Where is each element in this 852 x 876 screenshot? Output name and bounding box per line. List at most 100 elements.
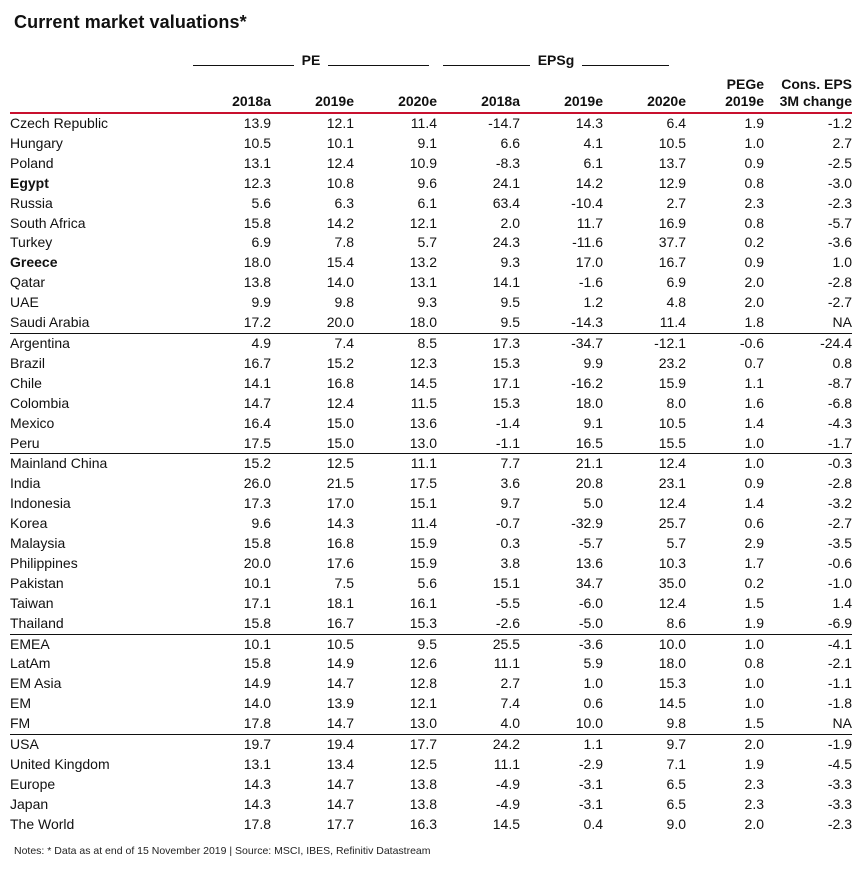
table-cell: 2.7 bbox=[666, 194, 686, 211]
row-label: USA bbox=[10, 734, 188, 755]
epsg-group-rule-right bbox=[582, 65, 670, 66]
table-cell: -1.4 bbox=[495, 414, 520, 431]
table-cell: 18.1 bbox=[326, 594, 354, 611]
table-cell: -4.9 bbox=[495, 775, 520, 792]
table-row: India 26.0 21.5 17.5 3.6 20.8 23.1 0.9 -2.8 bbox=[10, 474, 852, 494]
table-row: Chile 14.1 16.8 14.5 17.1 -16.2 15.9 1.1 -8.7 bbox=[10, 374, 852, 394]
table-cell: 9.5 bbox=[500, 314, 520, 331]
footnote: Notes: * Data as at end of 15 November 2… bbox=[14, 845, 431, 857]
table-row: USA 19.7 19.4 17.7 24.2 1.1 9.7 2.0 -1.9 bbox=[10, 734, 852, 755]
table-cell: -2.3 bbox=[827, 815, 852, 832]
table-cell: 10.1 bbox=[188, 633, 271, 655]
table-cell: 1.7 bbox=[744, 554, 764, 571]
table-cell: 6.9 bbox=[251, 234, 271, 251]
table-cell: -3.3 bbox=[827, 775, 852, 792]
table-cell: 17.3 bbox=[437, 332, 520, 354]
table-cell: 12.5 bbox=[271, 453, 354, 475]
table-row: Thailand 15.8 16.7 15.3 -2.6 -5.0 8.6 1.9 -6.9 bbox=[10, 614, 852, 634]
table-cell: -3.6 bbox=[827, 234, 852, 251]
row-label: South Africa bbox=[10, 214, 86, 231]
table-cell: 3.8 bbox=[500, 554, 520, 571]
row-label: Taiwan bbox=[10, 594, 54, 611]
table-cell: 1.1 bbox=[520, 734, 603, 755]
table-cell: 1.0 bbox=[744, 675, 764, 692]
table-cell: -8.3 bbox=[495, 154, 520, 171]
table-cell: 23.2 bbox=[658, 354, 686, 371]
table-cell: 15.9 bbox=[409, 535, 437, 552]
table-cell: 6.6 bbox=[500, 134, 520, 151]
table-cell: 14.7 bbox=[326, 675, 354, 692]
table-cell: 10.3 bbox=[658, 554, 686, 571]
table-cell: 19.7 bbox=[188, 734, 271, 755]
table-cell: 13.7 bbox=[658, 154, 686, 171]
table-cell: 0.3 bbox=[500, 535, 520, 552]
table-cell: 11.1 bbox=[493, 756, 520, 772]
table-cell: -2.7 bbox=[827, 294, 852, 311]
table-cell: 9.5 bbox=[354, 633, 437, 655]
table-cell: 0.9 bbox=[744, 475, 764, 492]
table-cell: 4.9 bbox=[188, 332, 271, 354]
table-cell: 26.0 bbox=[243, 475, 271, 492]
table-cell: 12.6 bbox=[409, 655, 437, 672]
table-cell: -4.9 bbox=[495, 795, 520, 812]
table-cell: 18.0 bbox=[658, 655, 686, 672]
table-row: United Kingdom 13.1 13.4 12.5 11.1 -2.9 7.1 1.9… bbox=[10, 755, 852, 775]
table-cell: -3.2 bbox=[827, 495, 852, 512]
table-cell: 17.8 bbox=[243, 815, 271, 832]
table-cell: 16.7 bbox=[658, 254, 686, 271]
table-cell: 6.3 bbox=[334, 194, 354, 211]
table-cell: 17.7 bbox=[326, 815, 354, 832]
table-cell: 12.4 bbox=[603, 453, 686, 475]
table-row: Greece 18.0 15.4 13.2 9.3 17.0 16.7 0.9 1.0 bbox=[10, 253, 852, 273]
table-cell: 1.0 bbox=[686, 633, 764, 655]
table-cell: 17.5 bbox=[409, 475, 437, 492]
table-cell: 63.4 bbox=[492, 194, 520, 211]
table-cell: 17.0 bbox=[326, 495, 354, 512]
header-country bbox=[10, 76, 188, 114]
table-cell: 15.3 bbox=[492, 354, 520, 371]
table-cell: 18.0 bbox=[243, 254, 271, 271]
row-label: Colombia bbox=[10, 394, 70, 411]
row-label: FM bbox=[10, 715, 31, 732]
table-cell: 9.8 bbox=[666, 715, 686, 732]
pe-group-rule-right bbox=[328, 65, 429, 66]
table-cell: 16.7 bbox=[243, 354, 271, 371]
row-label: LatAm bbox=[10, 655, 51, 672]
table-cell: 7.5 bbox=[334, 574, 354, 591]
row-label: Hungary bbox=[10, 134, 63, 151]
table-cell: 16.4 bbox=[243, 414, 271, 431]
row-label: United Kingdom bbox=[10, 756, 110, 772]
table-row: Taiwan 17.1 18.1 16.1 -5.5 -6.0 12.4 1.5 1.4 bbox=[10, 594, 852, 614]
table-header-row: 2018a 2019e 2020e 2018a 2019e 2020e PEGe… bbox=[10, 76, 852, 114]
table-cell: -0.6 bbox=[827, 554, 852, 571]
table-cell: 1.4 bbox=[744, 414, 764, 431]
table-cell: -4.5 bbox=[827, 756, 852, 772]
table-cell: 14.5 bbox=[409, 374, 437, 391]
row-label: The World bbox=[10, 815, 75, 832]
table-row: Brazil 16.7 15.2 12.3 15.3 9.9 23.2 0.7 0.8 bbox=[10, 354, 852, 374]
table-cell: 12.3 bbox=[243, 174, 271, 191]
table-cell: 1.5 bbox=[744, 594, 764, 611]
table-cell: 0.2 bbox=[744, 574, 764, 591]
table-cell: 13.8 bbox=[409, 795, 437, 812]
table-cell: 10.5 bbox=[271, 633, 354, 655]
table-cell: 15.3 bbox=[409, 614, 437, 631]
table-cell: -3.0 bbox=[827, 174, 852, 191]
table-cell: -1.6 bbox=[578, 274, 603, 291]
table-cell: 14.1 bbox=[243, 374, 271, 391]
table-cell: 4.1 bbox=[583, 134, 603, 151]
table-cell: 1.0 bbox=[832, 254, 852, 271]
table-cell: 5.6 bbox=[251, 194, 271, 211]
table-cell: -5.7 bbox=[578, 535, 603, 552]
table-cell: 10.5 bbox=[243, 134, 271, 151]
table-cell: 23.1 bbox=[658, 475, 686, 492]
table-cell: 13.0 bbox=[409, 715, 437, 732]
table-cell: 14.0 bbox=[243, 695, 271, 712]
table-cell: 17.3 bbox=[243, 495, 271, 512]
table-cell: 0.4 bbox=[583, 815, 603, 832]
row-label: Europe bbox=[10, 775, 56, 792]
table-cell: -2.5 bbox=[827, 154, 852, 171]
table-cell: 9.5 bbox=[500, 294, 520, 311]
row-label: Greece bbox=[10, 254, 58, 271]
table-cell: 15.2 bbox=[326, 354, 354, 371]
